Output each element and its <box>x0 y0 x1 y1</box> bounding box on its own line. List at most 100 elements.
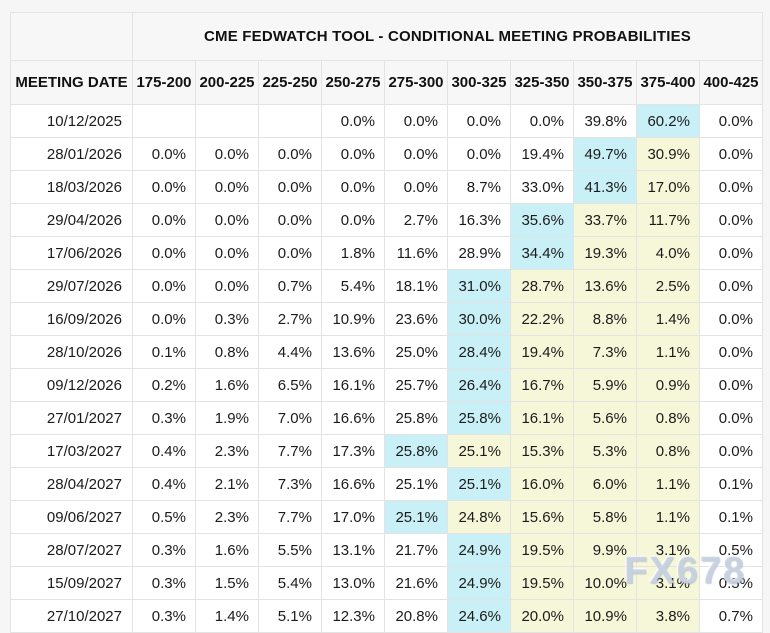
probability-cell: 25.1% <box>384 500 448 534</box>
meeting-date-cell: 17/06/2026 <box>10 236 133 270</box>
probability-cell: 30.0% <box>447 302 511 336</box>
probability-cell: 10.0% <box>573 566 637 600</box>
probability-cell: 0.0% <box>132 269 196 303</box>
table-row: 28/01/2026 0.0% 0.0% 0.0% 0.0% 0.0% 0.0% 19.4% 4… <box>10 137 763 171</box>
probability-cell: 0.5% <box>132 500 196 534</box>
probability-cell: 16.3% <box>447 203 511 237</box>
header-row: MEETING DATE 175-200 200-225 225-250 250-27… <box>10 60 763 105</box>
probability-cell: 5.9% <box>573 368 637 402</box>
probability-cell: 0.0% <box>699 170 763 204</box>
probability-cell: 41.3% <box>573 170 637 204</box>
probability-cell: 0.0% <box>699 137 763 171</box>
probability-cell: 0.4% <box>132 434 196 468</box>
probability-cell: 16.6% <box>321 467 385 501</box>
table-row: 27/01/2027 0.3% 1.9% 7.0% 16.6% 25.8% 25.8% 16.… <box>10 401 763 435</box>
probability-cell: 11.7% <box>636 203 700 237</box>
probability-cell: 2.1% <box>195 467 259 501</box>
meeting-date-cell: 17/03/2027 <box>10 434 133 468</box>
meeting-date-cell: 29/04/2026 <box>10 203 133 237</box>
probability-cell: 0.2% <box>132 368 196 402</box>
probability-cell: 0.8% <box>636 434 700 468</box>
probability-cell: 17.3% <box>321 434 385 468</box>
probability-cell <box>258 104 322 138</box>
probability-cell <box>132 104 196 138</box>
probability-cell: 25.8% <box>447 401 511 435</box>
rate-range-header: 350-375 <box>573 60 637 105</box>
probability-cell: 19.3% <box>573 236 637 270</box>
probability-cell: 0.4% <box>132 467 196 501</box>
probability-cell: 28.4% <box>447 335 511 369</box>
probability-cell: 0.0% <box>384 170 448 204</box>
probability-cell: 0.0% <box>132 203 196 237</box>
rate-range-header: 300-325 <box>447 60 511 105</box>
probability-cell: 7.0% <box>258 401 322 435</box>
rate-range-header: 400-425 <box>699 60 763 105</box>
probability-cell: 2.3% <box>195 500 259 534</box>
probability-cell: 2.7% <box>384 203 448 237</box>
probability-cell: 1.4% <box>195 599 259 633</box>
probability-cell: 9.9% <box>573 533 637 567</box>
meeting-date-cell: 29/07/2026 <box>10 269 133 303</box>
probability-cell: 25.7% <box>384 368 448 402</box>
probability-cell: 0.0% <box>384 137 448 171</box>
title-row: CME FEDWATCH TOOL - CONDITIONAL MEETING … <box>10 12 763 61</box>
table-row: 09/12/2026 0.2% 1.6% 6.5% 16.1% 25.7% 26.4% 16.… <box>10 368 763 402</box>
probability-cell: 0.0% <box>447 104 511 138</box>
probability-cell: 0.0% <box>699 401 763 435</box>
rate-range-header: 225-250 <box>258 60 322 105</box>
probability-cell: 5.4% <box>321 269 385 303</box>
meeting-date-cell: 09/12/2026 <box>10 368 133 402</box>
probability-cell: 0.0% <box>258 203 322 237</box>
fedwatch-page: CME FEDWATCH TOOL - CONDITIONAL MEETING … <box>10 12 763 633</box>
table-row: 29/04/2026 0.0% 0.0% 0.0% 0.0% 2.7% 16.3% 35.6%… <box>10 203 763 237</box>
probability-cell: 8.7% <box>447 170 511 204</box>
probability-cell: 17.0% <box>321 500 385 534</box>
probability-cell: 24.9% <box>447 566 511 600</box>
table-row: 18/03/2026 0.0% 0.0% 0.0% 0.0% 0.0% 8.7% 33.0% 4… <box>10 170 763 204</box>
probability-cell: 0.7% <box>258 269 322 303</box>
probability-cell: 7.3% <box>258 467 322 501</box>
probability-cell: 24.9% <box>447 533 511 567</box>
probability-cell: 1.6% <box>195 533 259 567</box>
probability-cell: 13.0% <box>321 566 385 600</box>
meeting-date-cell: 27/01/2027 <box>10 401 133 435</box>
probability-cell: 30.9% <box>636 137 700 171</box>
probability-cell: 5.5% <box>258 533 322 567</box>
probability-cell: 19.4% <box>510 137 574 171</box>
probability-cell: 0.0% <box>195 137 259 171</box>
fedwatch-probabilities-table: CME FEDWATCH TOOL - CONDITIONAL MEETING … <box>10 12 763 633</box>
probability-cell: 0.0% <box>699 368 763 402</box>
probability-cell: 25.8% <box>384 401 448 435</box>
table-row: 28/10/2026 0.1% 0.8% 4.4% 13.6% 25.0% 28.4% 19.… <box>10 335 763 369</box>
probability-cell: 2.3% <box>195 434 259 468</box>
probability-cell: 0.0% <box>321 104 385 138</box>
probability-cell: 31.0% <box>447 269 511 303</box>
probability-cell: 0.0% <box>699 203 763 237</box>
probability-cell: 2.5% <box>636 269 700 303</box>
meeting-date-cell: 27/10/2027 <box>10 599 133 633</box>
table-row: 27/10/2027 0.3% 1.4% 5.1% 12.3% 20.8% 24.6% 20.… <box>10 599 763 633</box>
probability-cell: 39.8% <box>573 104 637 138</box>
probability-cell: 0.3% <box>132 566 196 600</box>
probability-cell: 0.5% <box>699 566 763 600</box>
probability-cell: 0.0% <box>699 335 763 369</box>
probability-cell: 0.0% <box>195 269 259 303</box>
probability-cell: 20.0% <box>510 599 574 633</box>
probability-cell: 19.5% <box>510 533 574 567</box>
probability-cell: 0.0% <box>132 137 196 171</box>
table-row: 15/09/2027 0.3% 1.5% 5.4% 13.0% 21.6% 24.9% 19.… <box>10 566 763 600</box>
probability-cell: 6.5% <box>258 368 322 402</box>
probability-cell: 5.6% <box>573 401 637 435</box>
probability-cell: 0.0% <box>321 170 385 204</box>
meeting-date-cell: 28/07/2027 <box>10 533 133 567</box>
probability-cell: 25.8% <box>384 434 448 468</box>
meeting-date-header: MEETING DATE <box>10 60 133 105</box>
probability-cell: 7.3% <box>573 335 637 369</box>
rate-range-header: 375-400 <box>636 60 700 105</box>
probability-cell: 16.7% <box>510 368 574 402</box>
probability-cell: 10.9% <box>321 302 385 336</box>
probability-cell: 60.2% <box>636 104 700 138</box>
probability-cell: 24.8% <box>447 500 511 534</box>
probability-cell: 0.3% <box>195 302 259 336</box>
probability-cell: 16.1% <box>321 368 385 402</box>
